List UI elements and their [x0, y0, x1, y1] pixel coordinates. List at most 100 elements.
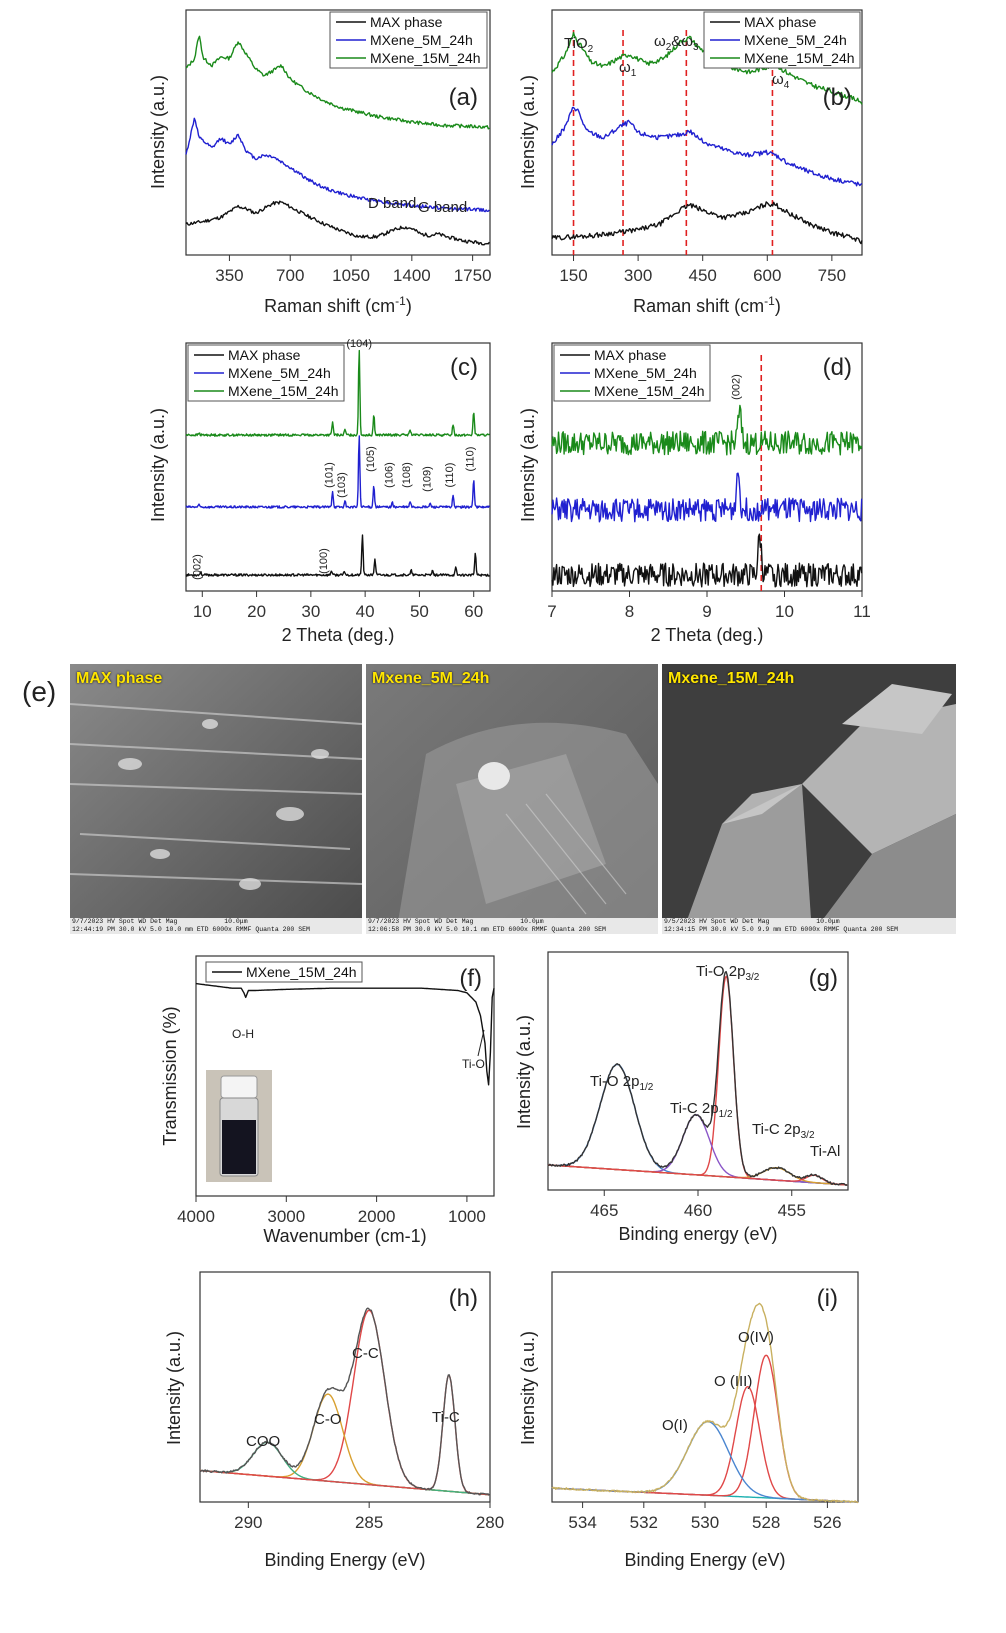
- annotation-oh: O-H: [232, 1027, 254, 1041]
- chart-f: 4000 3000 2000 1000 Wavenumber (cm-1) Trans…: [160, 955, 495, 1246]
- x-tick-label: 465: [590, 1201, 618, 1220]
- sem-texture: [662, 664, 956, 934]
- plot-frame: [185, 342, 491, 592]
- chart-g: 465 460 455 Binding energy (eV) Intensity …: [514, 951, 849, 1244]
- x-tick-label: 1000: [448, 1207, 486, 1226]
- sem-info-line-2: 12:06:58 PM 30.0 kV 5.0 10.1 mm ETD 6000…: [368, 926, 606, 933]
- sem-info-line-2: 12:44:19 PM 30.0 kV 5.0 10.0 mm ETD 6000…: [72, 926, 310, 933]
- x-axis-label: 2 Theta (deg.): [651, 625, 764, 645]
- annotation-tial: Ti-Al: [810, 1143, 840, 1160]
- y-axis-label: Intensity (a.u.): [518, 1331, 538, 1445]
- x-tick-label: 3000: [267, 1207, 305, 1226]
- panel-letter: (b): [823, 84, 852, 111]
- panel-c: 10 20 30 40 50 60 (104) (101) (103) (105) (106) (1…: [0, 335, 500, 655]
- component-peak-1: [552, 1385, 858, 1503]
- peak-label: (110): [465, 447, 477, 472]
- sem-texture: [70, 664, 362, 934]
- annotation-oi: O(I): [662, 1417, 688, 1434]
- panel-h: 290 285 280 Binding Energy (eV) Intensity …: [0, 1270, 504, 1630]
- x-tick-label: 2000: [358, 1207, 396, 1226]
- panel-letter: (d): [823, 354, 852, 381]
- x-axis-label: 2 Theta (deg.): [282, 625, 395, 645]
- envelope-line: [199, 1307, 490, 1496]
- sem-info-line-1: 9/7/2023 HV Spot WD Det Mag 10.0μm: [368, 918, 544, 925]
- x-tick-label: 30: [301, 602, 320, 621]
- legend-label-15m: MXene_15M_24h: [594, 383, 705, 399]
- plot-frame: [551, 1271, 859, 1503]
- annotation-tio-12: Ti-O 2p1/2: [590, 1073, 654, 1093]
- x-tick-label: 600: [753, 266, 781, 285]
- panel-b: 150 300 450 600 750 Raman shift (cm-1) Inten…: [500, 0, 1006, 330]
- legend-label-5m: MXene_5M_24h: [370, 32, 473, 48]
- legend-label-15m: MXene_15M_24h: [744, 50, 855, 66]
- vial-photo: [206, 1070, 272, 1182]
- peak-label: (002): [731, 374, 743, 400]
- y-axis-label: Transmission (%): [160, 1006, 180, 1145]
- series-line-1: [551, 106, 863, 187]
- x-tick-label: 20: [247, 602, 266, 621]
- legend-label-max: MAX phase: [594, 347, 667, 363]
- legend: MAX phase MXene_5M_24h MXene_15M_24h: [329, 11, 488, 69]
- panel-g: 465 460 455 Binding energy (eV) Intensity …: [500, 950, 1006, 1250]
- legend: MAX phase MXene_5M_24h MXene_15M_24h: [703, 11, 861, 69]
- series-line-0: [551, 201, 863, 245]
- chart-a: 350 700 1050 1400 1750 Raman shift (cm-1) In…: [148, 9, 492, 316]
- x-tick-label: 1400: [393, 266, 431, 285]
- sem-info-bar: 9/7/2023 HV Spot WD Det Mag 10.0μm 12:06…: [366, 918, 658, 934]
- legend-label: MXene_15M_24h: [246, 964, 357, 980]
- legend-label-5m: MXene_5M_24h: [594, 365, 697, 381]
- x-tick-label: 8: [625, 602, 634, 621]
- y-axis-label: Intensity (a.u.): [518, 75, 538, 189]
- annotation-tio-32: Ti-O 2p3/2: [696, 963, 760, 983]
- sem-info-line-1: 9/5/2023 HV Spot WD Det Mag 10.0μm: [664, 918, 840, 925]
- x-axis-label: Wavenumber (cm-1): [263, 1226, 426, 1246]
- component-peak-0: [199, 1309, 490, 1496]
- x-tick-label: 1050: [332, 266, 370, 285]
- chart-d: 7 8 9 10 11 (002) 2 Theta (deg.) Intensity (…: [518, 342, 871, 645]
- chart-i: 534 532 530 528 526 Binding Energy (eV) Inte…: [518, 1271, 859, 1570]
- panel-f: 4000 3000 2000 1000 Wavenumber (cm-1) Trans…: [0, 950, 500, 1250]
- panel-letter: (f): [459, 965, 482, 992]
- annotation-w23: ω2&ω3: [654, 33, 699, 53]
- x-tick-label: 285: [355, 1513, 383, 1532]
- x-tick-label: 460: [684, 1201, 712, 1220]
- series-line-0: [551, 533, 863, 588]
- legend: MAX phase MXene_5M_24h MXene_15M_24h: [553, 344, 711, 402]
- x-tick-label: 10: [193, 602, 212, 621]
- peak-label: (002): [192, 554, 204, 580]
- legend-label-max: MAX phase: [228, 347, 301, 363]
- series-line-1: [551, 472, 863, 523]
- sem-info-line-1: 9/7/2023 HV Spot WD Det Mag 10.0μm: [72, 918, 248, 925]
- x-tick-label: 300: [624, 266, 652, 285]
- series-line-1: [185, 435, 491, 509]
- panel-a: 350 700 1050 1400 1750 Raman shift (cm-1) In…: [0, 0, 500, 330]
- peak-label: (108): [401, 462, 413, 488]
- x-tick-label: 50: [410, 602, 429, 621]
- x-tick-label: 150: [559, 266, 587, 285]
- series-line-2: [185, 349, 490, 437]
- x-tick-label: 40: [356, 602, 375, 621]
- sem-image-max: MAX phase 9/7/2023 HV Spot WD Det Mag 10…: [70, 664, 362, 934]
- panel-letter: (c): [450, 354, 478, 381]
- peak-label: (104): [346, 338, 372, 350]
- annotation-cc: C-C: [352, 1345, 379, 1362]
- panel-d: 7 8 9 10 11 (002) 2 Theta (deg.) Intensity (…: [500, 335, 1006, 655]
- annotation-co: C-O: [314, 1411, 342, 1428]
- x-tick-label: 280: [476, 1513, 504, 1532]
- peak-label: (110): [444, 463, 456, 488]
- legend-label-15m: MXene_15M_24h: [370, 50, 481, 66]
- plot-frame: [547, 951, 849, 1191]
- sem-texture: [366, 664, 658, 934]
- annotation-tic: Ti-C: [432, 1409, 460, 1426]
- x-tick-label: 350: [215, 266, 243, 285]
- series-line-0: [185, 534, 490, 577]
- chart-b: 150 300 450 600 750 Raman shift (cm-1) Inten…: [518, 9, 863, 316]
- panel-i: 534 532 530 528 526 Binding Energy (eV) Inte…: [500, 1270, 1006, 1630]
- series-line-2: [185, 35, 490, 130]
- x-tick-label: 534: [568, 1513, 596, 1532]
- plot-frame: [185, 9, 491, 256]
- sem-image-15m: Mxene_15M_24h 9/5/2023 HV Spot WD Det Ma…: [662, 664, 956, 934]
- x-axis-label: Binding Energy (eV): [264, 1550, 425, 1570]
- x-tick-label: 528: [752, 1513, 780, 1532]
- x-tick-label: 530: [691, 1513, 719, 1532]
